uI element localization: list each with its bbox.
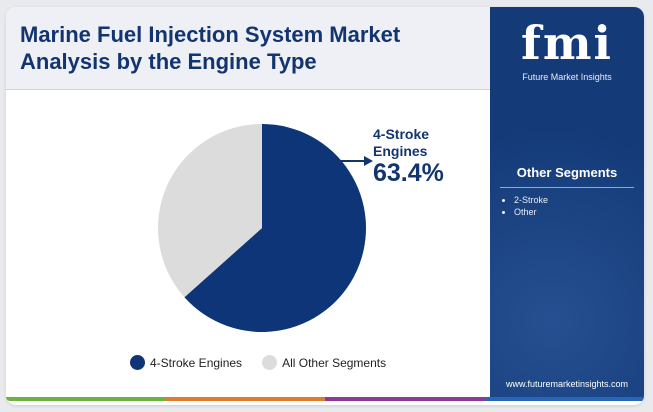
legend-swatch-other [262, 355, 278, 370]
stripe-blue [484, 397, 644, 401]
segment-item: Other [514, 206, 548, 218]
pie-slice-all-other-segments [157, 124, 262, 298]
legend-label-4-stroke: 4-Stroke Engines [150, 355, 243, 370]
callout-label-line-1: 4-Stroke [373, 126, 430, 142]
stripe-orange [165, 397, 325, 401]
pie-chart [157, 124, 366, 332]
title-area: Marine Fuel Injection System Market Anal… [6, 7, 490, 90]
legend-label-other: All Other Segments [282, 355, 387, 370]
sidebar: fmi Future Market Insights Other Segment… [490, 7, 644, 401]
logo-text: fmi [521, 16, 613, 70]
stripe-green [6, 397, 166, 401]
fmi-logo: fmi Future Market Insights [504, 17, 630, 89]
callout-label-line-2: Engines [373, 143, 428, 159]
segment-item: 2-Stroke [514, 194, 548, 206]
legend-item-4-stroke: 4-Stroke Engines [130, 355, 242, 370]
callout-value: 63.4% [373, 159, 444, 187]
callout-label: 4-Stroke Engines [373, 126, 429, 160]
divider [500, 187, 634, 188]
stripe-purple [325, 397, 485, 401]
other-segments-title: Other Segments [516, 165, 618, 180]
chart-title: Marine Fuel Injection System Market Anal… [20, 22, 401, 74]
legend-swatch-4-stroke [130, 355, 145, 370]
legend: 4-Stroke Engines All Other Segments [130, 355, 386, 370]
segments-list: 2-Stroke Other [504, 194, 548, 218]
website-link[interactable]: www.futuremarketinsights.com [505, 379, 629, 389]
color-stripe [6, 397, 644, 401]
legend-item-other: All Other Segments [262, 355, 386, 370]
pie-slice-4-stroke-engines [184, 124, 366, 332]
logo-subtitle: Future Market Insights [522, 72, 612, 82]
chart-area [6, 91, 490, 401]
callout-arrow-icon [336, 156, 373, 166]
infographic-card: Marine Fuel Injection System Market Anal… [6, 7, 644, 405]
